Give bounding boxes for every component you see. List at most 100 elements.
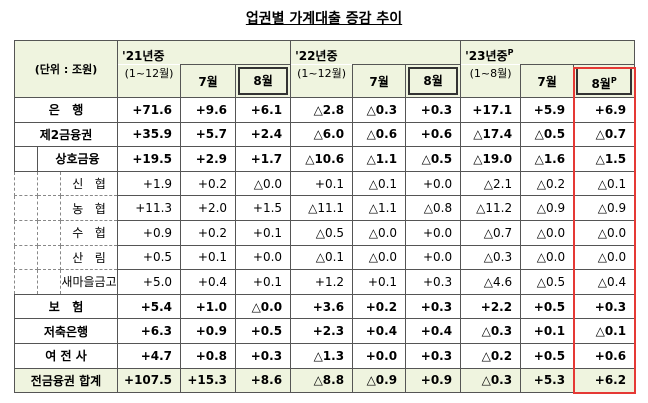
value-cell: △0.3 — [460, 318, 522, 344]
value-cell: +0.0 — [405, 244, 462, 271]
superscript: P — [507, 48, 514, 57]
value-cell: △0.0 — [573, 219, 636, 246]
value-cell: +0.1 — [352, 269, 407, 295]
value-cell: △0.8 — [405, 195, 462, 221]
value-cell: +0.1 — [235, 219, 292, 246]
value-cell: +0.6 — [405, 121, 462, 148]
value-cell: +5.7 — [180, 121, 237, 148]
value-cell: △0.0 — [573, 244, 636, 271]
value-cell: △0.1 — [573, 170, 636, 197]
value-cell: △10.6 — [290, 146, 354, 172]
data-row: 은 행 +71.6 +9.6 +6.1 △2.8 △0.3 +0.3 +17.1 +5.9 +6.… — [13, 97, 636, 123]
value-cell: +0.3 — [405, 342, 462, 369]
value-cell: △0.0 — [352, 244, 407, 271]
value-cell: △0.0 — [352, 219, 407, 246]
value-cell: +0.3 — [235, 342, 292, 369]
header-row: (단위 : 조원) '21년중 '22년중 '23년중P — [13, 40, 636, 98]
value-cell: +0.9 — [405, 367, 462, 394]
value-cell: +0.5 — [520, 293, 575, 320]
value-cell: △0.9 — [573, 195, 636, 221]
value-cell: △0.0 — [235, 293, 292, 320]
value-cell: +2.9 — [180, 146, 237, 172]
month-box: 8월P — [576, 67, 633, 95]
value-cell: +0.0 — [352, 342, 407, 369]
value-cell: +19.5 — [117, 146, 182, 172]
indent-cell — [14, 244, 38, 271]
data-row: 수 협 +0.9 +0.2 +0.1 △0.5 △0.0 +0.0 △0.7 △0.0 △0.0 — [14, 219, 636, 246]
month-label: 8월 — [253, 74, 273, 88]
row-label: 수 협 — [59, 219, 119, 246]
superscript: P — [610, 76, 617, 85]
value-cell: △1.3 — [290, 342, 354, 369]
row-label: 제2금융권 — [13, 121, 119, 148]
value-cell: △0.5 — [520, 269, 575, 295]
year-label: '21년중 — [122, 49, 165, 63]
title: 업권별 가계대출 증감 추이 — [245, 11, 403, 27]
data-row: 저축은행 +6.3 +0.9 +0.5 +2.3 +0.4 +0.4 △0.3 +0.1 △0.1 — [13, 318, 636, 344]
value-cell: +0.9 — [180, 318, 237, 344]
value-cell: △11.1 — [290, 195, 354, 221]
month-label: 8월 — [591, 77, 611, 91]
value-cell: △0.5 — [520, 121, 575, 148]
value-cell: +9.6 — [180, 97, 237, 123]
value-cell: △0.3 — [460, 367, 522, 394]
group-header: '21년중 — [117, 40, 292, 65]
indent-cell — [37, 195, 61, 221]
value-cell: +0.3 — [405, 97, 462, 123]
value-cell: △0.0 — [235, 170, 292, 197]
month-header: 8월 — [235, 64, 292, 98]
row-label: 농 협 — [59, 195, 119, 221]
indent-cell — [14, 219, 38, 246]
indent-cell — [14, 195, 38, 221]
value-cell: △0.5 — [290, 219, 354, 246]
period-cell: (1~8월) — [460, 64, 522, 98]
row-label: 전금융권 합계 — [13, 367, 119, 394]
value-cell: △0.3 — [460, 244, 522, 271]
value-cell: △19.0 — [460, 146, 522, 172]
row-label: 산 림 — [59, 244, 119, 271]
value-cell: +0.4 — [352, 318, 407, 344]
month-header: 7월 — [180, 64, 237, 98]
data-row: 보 험 +5.4 +1.0 △0.0 +3.6 +0.2 +0.3 +2.2 +0.5 +0.3 — [13, 293, 636, 320]
month-box: 8월 — [408, 67, 459, 95]
indent-cell — [37, 219, 61, 246]
value-cell: △0.9 — [520, 195, 575, 221]
value-cell: +11.3 — [117, 195, 182, 221]
value-cell: +0.5 — [117, 244, 182, 271]
month-label: 7월 — [369, 74, 389, 89]
value-cell: +107.5 — [117, 367, 182, 394]
value-cell: △0.7 — [573, 121, 636, 148]
period-cell: (1~12월) — [290, 64, 354, 98]
value-cell: +3.6 — [290, 293, 354, 320]
value-cell: △0.9 — [352, 367, 407, 394]
value-cell: +5.0 — [117, 269, 182, 295]
value-cell: △0.3 — [352, 97, 407, 123]
data-row: 새마을금고 +5.0 +0.4 +0.1 +1.2 +0.1 +0.3 △4.6 △0.5 △0.… — [14, 269, 636, 295]
value-cell: +4.7 — [117, 342, 182, 369]
value-cell: +0.2 — [180, 219, 237, 246]
value-cell: +0.0 — [405, 219, 462, 246]
indent-cell — [37, 244, 61, 271]
data-row: 농 협 +11.3 +2.0 +1.5 △11.1 △1.1 △0.8 △11.2 △0.9 △0… — [14, 195, 636, 221]
indent-cell — [37, 269, 61, 295]
value-cell: +6.9 — [573, 97, 636, 123]
month-header: 8월P — [573, 64, 636, 98]
value-cell: △1.1 — [352, 146, 407, 172]
value-cell: +5.4 — [117, 293, 182, 320]
month-header: 7월 — [352, 64, 407, 98]
value-cell: +0.9 — [117, 219, 182, 246]
value-cell: △1.5 — [573, 146, 636, 172]
value-cell: +0.8 — [180, 342, 237, 369]
value-cell: △8.8 — [290, 367, 354, 394]
value-cell: +5.3 — [520, 367, 575, 394]
data-row: 산 림 +0.5 +0.1 +0.0 △0.1 △0.0 +0.0 △0.3 △0.0 △0.0 — [14, 244, 636, 271]
value-cell: +6.3 — [117, 318, 182, 344]
value-cell: +1.7 — [235, 146, 292, 172]
value-cell: +1.0 — [180, 293, 237, 320]
value-cell: +6.2 — [573, 367, 636, 394]
header-row: (1~12월) 7월 8월 (1~12월) 7월 8월 (1~8월) 7월 8월P — [15, 64, 636, 98]
value-cell: +1.5 — [235, 195, 292, 221]
value-cell: △2.1 — [460, 170, 522, 197]
value-cell: +35.9 — [117, 121, 182, 148]
